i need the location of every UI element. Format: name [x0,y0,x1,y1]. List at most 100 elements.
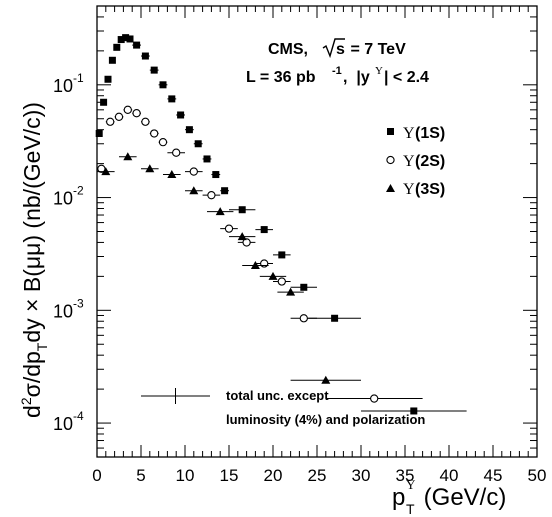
marker-circle [277,277,286,286]
marker-triangle [250,260,260,269]
x-tick-label: 40 [440,466,459,485]
data-point [185,126,194,134]
y-tick-label-base: 10 [53,301,73,321]
data-point [185,167,203,176]
marker-circle [299,314,308,323]
marker-circle [224,224,234,233]
marker-square [141,52,149,60]
data-point [202,155,212,163]
uncertainty-note-line2: luminosity (4%) and polarization [226,412,425,427]
marker-triangle [286,287,296,296]
data-point [108,56,116,64]
x-tick-labels: 0 5 10 15 20 25 30 35 40 45 50 [92,466,546,485]
legend-label-3s-greek: Υ [403,181,415,198]
marker-triangle [321,375,331,384]
marker-square [177,111,185,119]
marker-square [113,43,121,51]
x-axis-title: p Υ T (GeV/c) [392,477,506,517]
marker-square [100,98,108,106]
marker-square [104,75,112,83]
rapidity-text: , |y [343,69,370,86]
sqrt-symbol [322,38,345,59]
marker-square [331,314,339,322]
data-point [229,206,256,214]
y-tick-label-exp: -4 [73,409,84,423]
marker-square [238,206,246,214]
y-axis-title-text: d2σ/dpTdy × B(μμ) (nb/(GeV/c)) [18,102,50,418]
data-point [361,407,467,415]
x-axis-title-sup: Υ [406,477,416,492]
marker-square [260,226,268,234]
marker-square [410,407,418,415]
legend: Υ (1S) Υ (2S) Υ (3S) [386,125,445,198]
marker-triangle [123,152,133,161]
marker-circle [189,167,198,176]
data-point [114,112,124,121]
uncertainty-note-line1: total unc. except [226,388,329,403]
data-point [176,111,185,119]
y-tick-label-exp: -2 [73,184,84,198]
data-point [255,226,273,234]
data-point [119,152,137,161]
rapidity-cut: | < 2.4 [384,69,429,86]
annotation-experiment: CMS, [268,41,308,58]
marker-square [300,283,308,291]
x-axis-title-p: p [392,484,405,511]
marker-circle [242,238,251,247]
x-tick-label: 30 [352,466,371,485]
legend-marker-3s [386,184,395,192]
data-point [158,81,168,89]
marker-triangle [189,186,199,195]
marker-triangle [101,167,111,176]
energy-value: = 7 TeV [346,41,406,58]
data-point [290,314,317,323]
y-tick-labels: 10-410-310-210-1 [53,71,84,434]
marker-square [168,95,176,103]
x-tick-label: 45 [484,466,503,485]
annotation-luminosity: L = 36 pb -1 , |y Υ | < 2.4 [246,65,429,86]
y-axis-title-p1: d [19,405,45,418]
x-tick-label: 20 [264,466,283,485]
marker-square [122,34,130,42]
y-axis-title-p3: dy × B(μμ) (nb/(GeV/c)) [19,102,45,343]
marker-circle [172,148,181,157]
marker-circle [132,109,141,118]
data-point [202,191,221,200]
data-point [273,277,291,286]
data-point [141,52,150,60]
marker-triangle [237,232,247,241]
data-point [100,98,108,106]
marker-circle [260,259,269,268]
data-point [141,164,159,173]
x-tick-label: 35 [396,466,415,485]
rapidity-upsilon: Υ [375,65,383,77]
data-point [185,186,203,195]
data-point [123,105,133,114]
legend-label-1s-state: (1S) [415,125,445,142]
data-point [113,43,121,51]
data-point [220,224,238,233]
data-point [97,167,115,176]
data-point [325,394,423,403]
marker-square [117,36,125,44]
x-tick-label: 10 [176,466,195,485]
data-point [167,148,185,157]
marker-square [194,140,202,148]
data-point [193,140,203,148]
annotation-energy: s = 7 TeV [322,38,406,59]
data-point [207,207,234,216]
data-point [141,117,150,126]
data-point [95,129,103,137]
y-tick-label: 10 -2 [53,184,84,209]
y-tick-label: 10 -4 [53,409,84,434]
legend-label-1s-greek: Υ [403,125,415,142]
y-tick-label: 10 -3 [53,296,84,321]
x-axis-title-sub: T [406,501,415,517]
legend-marker-1s [387,128,394,135]
marker-square [126,35,134,43]
data-point [104,75,112,83]
y-tick-label-base: 10 [53,414,73,434]
data-point [242,260,269,269]
marker-square [133,41,141,49]
legend-label-2s-greek: Υ [403,153,415,170]
